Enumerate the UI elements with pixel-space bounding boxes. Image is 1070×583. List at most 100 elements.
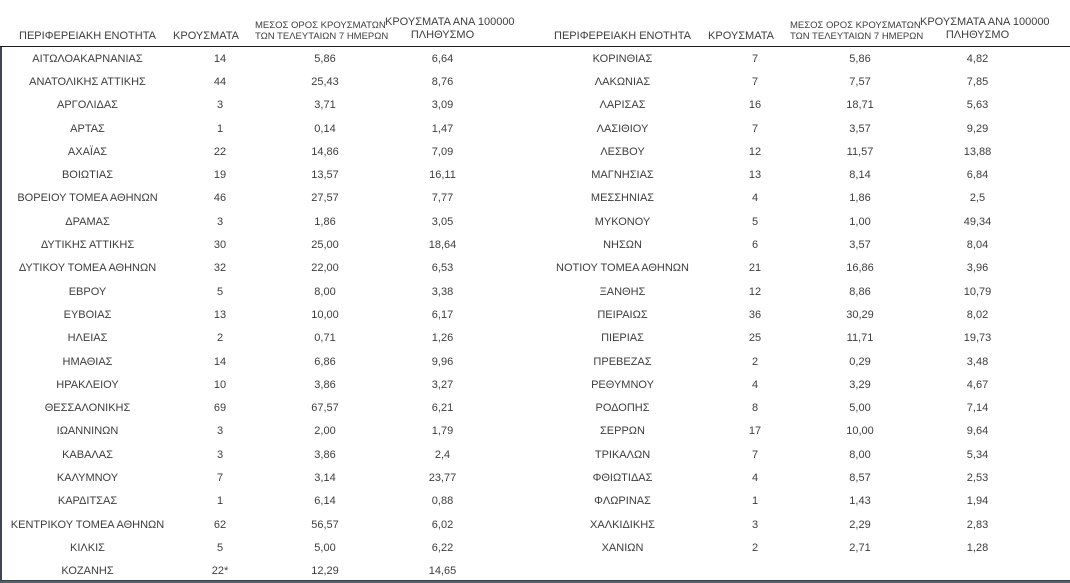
avg-7day-cases-cell: 5,00 [314, 541, 336, 554]
avg-7day-cases-cell: 1,86 [849, 192, 871, 205]
region-name-cell: ΒΟΙΩΤΙΑΣ [61, 169, 114, 182]
table-bottom-border [0, 579, 1070, 583]
column-header-region: ΠΕΡΙΦΕΡΕΙΑΚΗ ΕΝΟΤΗΤΑ [554, 30, 691, 42]
table-left-border [0, 47, 2, 583]
region-name-cell: ΠΙΕΡΙΑΣ [601, 332, 644, 345]
avg-7day-cases-cell: 11,57 [846, 145, 874, 158]
avg-7day-cases-cell: 56,57 [311, 518, 339, 531]
cases-per-100k-cell: 6,22 [431, 541, 454, 554]
cases-count-cell: 7 [751, 52, 759, 65]
cases-count-cell: 44 [213, 75, 227, 88]
region-name-cell: ΚΟΡΙΝΘΙΑΣ [592, 52, 653, 65]
table-row: ΧΑΛΚΙΔΙΚΗΣ 3 2,29 2,83 [535, 513, 1070, 536]
region-name-cell: ΚΕΝΤΡΙΚΟΥ ΤΟΜΕΑ ΑΘΗΝΩΝ [10, 518, 165, 531]
cases-count-cell: 8 [751, 402, 759, 415]
table-row: ΒΟΡΕΙΟΥ ΤΟΜΕΑ ΑΘΗΝΩΝ 46 27,57 7,77 [0, 187, 535, 210]
avg-7day-cases-cell: 0,14 [314, 122, 336, 135]
table-row: ΚΑΒΑΛΑΣ 3 3,86 2,4 [0, 443, 535, 466]
region-name-cell: ΗΛΕΙΑΣ [67, 332, 108, 345]
region-name-cell: ΚΙΛΚΙΣ [70, 541, 105, 554]
cases-per-100k-cell: 2,53 [966, 471, 989, 484]
cases-per-100k-cell: 1,47 [431, 122, 454, 135]
cases-count-cell: 13 [748, 169, 762, 182]
cases-per-100k-cell: 3,09 [431, 99, 454, 112]
avg-7day-cases-cell: 8,57 [849, 471, 871, 484]
table-row: ΝΗΣΩΝ 6 3,57 8,04 [535, 233, 1070, 256]
table-row: ΝΟΤΙΟΥ ΤΟΜΕΑ ΑΘΗΝΩΝ 21 16,86 3,96 [535, 257, 1070, 280]
cases-count-cell: 5 [751, 215, 759, 228]
avg-7day-cases-cell: 8,86 [849, 285, 871, 298]
avg-7day-cases-cell: 25,43 [311, 75, 339, 88]
region-name-cell: ΦΘΙΩΤΙΔΑΣ [592, 471, 653, 484]
cases-count-cell: 4 [751, 378, 759, 391]
cases-count-cell: 1 [751, 495, 759, 508]
avg-7day-cases-cell: 6,14 [314, 495, 336, 508]
region-name-cell: ΚΟΖΑΝΗΣ [61, 565, 114, 578]
table-row: ΚΟΖΑΝΗΣ 22* 12,29 14,65 [0, 560, 535, 583]
cases-count-cell: 7 [751, 75, 759, 88]
avg-7day-cases-cell: 0,71 [314, 332, 336, 345]
cases-count-cell: 22* [211, 565, 229, 578]
region-name-cell: ΑΡΓΟΛΙΔΑΣ [57, 99, 118, 112]
cases-count-cell: 21 [748, 262, 762, 275]
avg-7day-cases-cell: 16,86 [846, 262, 874, 275]
region-name-cell: ΗΜΑΘΙΑΣ [62, 355, 113, 368]
avg-7day-cases-cell: 25,00 [311, 239, 339, 252]
cases-count-cell: 62 [213, 518, 227, 531]
avg-7day-cases-cell: 8,14 [849, 169, 871, 182]
cases-per-100k-cell: 16,11 [429, 169, 456, 182]
cases-count-cell: 22 [213, 145, 227, 158]
region-name-cell: ΑΝΑΤΟΛΙΚΗΣ ΑΤΤΙΚΗΣ [29, 75, 146, 88]
cases-per-100k-cell: 1,26 [431, 332, 454, 345]
right-table: ΠΕΡΙΦΕΡΕΙΑΚΗ ΕΝΟΤΗΤΑ ΚΡΟΥΣΜΑΤΑ ΜΕΣΟΣ ΟΡΟ… [535, 0, 1070, 583]
cases-per-100k-cell: 2,4 [434, 448, 451, 461]
table-row: ΑΧΑΪΑΣ 22 14,86 7,09 [0, 140, 535, 163]
region-name-cell: ΚΑΒΑΛΑΣ [62, 448, 113, 461]
cases-count-cell: 5 [216, 541, 224, 554]
cases-count-cell: 17 [748, 425, 762, 438]
table-row: ΠΕΙΡΑΙΩΣ 36 30,29 8,02 [535, 303, 1070, 326]
cases-per-100k-cell: 6,21 [431, 402, 454, 415]
region-name-cell: ΛΑΣΙΘΙΟΥ [596, 122, 649, 135]
avg-7day-cases-cell: 10,00 [311, 308, 339, 321]
table-row: ΠΙΕΡΙΑΣ 25 11,71 19,73 [535, 327, 1070, 350]
table-row: ΣΕΡΡΩΝ 17 10,00 9,64 [535, 420, 1070, 443]
left-table-header-row: ΠΕΡΙΦΕΡΕΙΑΚΗ ΕΝΟΤΗΤΑ ΚΡΟΥΣΜΑΤΑ ΜΕΣΟΣ ΟΡΟ… [0, 0, 535, 47]
cases-count-cell: 1 [216, 495, 224, 508]
cases-count-cell: 5 [216, 285, 224, 298]
cases-per-100k-cell: 19,73 [963, 332, 992, 345]
cases-count-cell: 30 [213, 239, 227, 252]
avg-7day-cases-cell: 3,71 [314, 99, 336, 112]
region-name-cell: ΔΥΤΙΚΗΣ ΑΤΤΙΚΗΣ [40, 239, 135, 252]
column-header-avg-7day-cases: ΜΕΣΟΣ ΟΡΟΣ ΚΡΟΥΣΜΑΤΩΝ ΤΩΝ ΤΕΛΕΥΤΑΙΩΝ 7 Η… [255, 20, 389, 46]
table-row: ΛΑΡΙΣΑΣ 16 18,71 5,63 [535, 94, 1070, 117]
column-header-avg-7day-line2: ΤΩΝ ΤΕΛΕΥΤΑΙΩΝ 7 ΗΜΕΡΩΝ [255, 31, 389, 42]
table-row: ΤΡΙΚΑΛΩΝ 7 8,00 5,34 [535, 443, 1070, 466]
column-header-avg-7day-line2: ΤΩΝ ΤΕΛΕΥΤΑΙΩΝ 7 ΗΜΕΡΩΝ [790, 31, 924, 42]
avg-7day-cases-cell: 8,00 [849, 448, 871, 461]
table-row: ΡΕΘΥΜΝΟΥ 4 3,29 4,67 [535, 373, 1070, 396]
cases-per-100k-cell: 3,27 [431, 378, 454, 391]
cases-count-cell: 6 [751, 239, 759, 252]
avg-7day-cases-cell: 3,29 [849, 378, 871, 391]
cases-count-cell: 25 [748, 332, 762, 345]
cases-count-cell: 7 [751, 122, 759, 135]
table-row: ΛΑΣΙΘΙΟΥ 7 3,57 9,29 [535, 117, 1070, 140]
table-row: ΑΡΤΑΣ 1 0,14 1,47 [0, 117, 535, 140]
cases-per-100k-cell: 7,14 [966, 402, 989, 415]
table-row: ΕΒΡΟΥ 5 8,00 3,38 [0, 280, 535, 303]
region-name-cell: ΗΡΑΚΛΕΙΟΥ [56, 378, 119, 391]
cases-per-100k-cell: 14,65 [428, 565, 457, 578]
table-row: ΔΥΤΙΚΗΣ ΑΤΤΙΚΗΣ 30 25,00 18,64 [0, 233, 535, 256]
cases-per-100k-cell: 1,94 [966, 495, 989, 508]
region-name-cell: ΚΑΛΥΜΝΟΥ [56, 471, 119, 484]
region-name-cell: ΑΡΤΑΣ [70, 122, 105, 135]
table-row: ΡΟΔΟΠΗΣ 8 5,00 7,14 [535, 396, 1070, 419]
cases-count-cell: 7 [216, 471, 224, 484]
table-row: ΛΕΣΒΟΥ 12 11,57 13,88 [535, 140, 1070, 163]
avg-7day-cases-cell: 2,29 [849, 518, 871, 531]
region-name-cell: ΝΗΣΩΝ [603, 239, 642, 252]
table-row: ΑΝΑΤΟΛΙΚΗΣ ΑΤΤΙΚΗΣ 44 25,43 8,76 [0, 70, 535, 93]
table-row: ΚΟΡΙΝΘΙΑΣ 7 5,86 4,82 [535, 47, 1070, 70]
